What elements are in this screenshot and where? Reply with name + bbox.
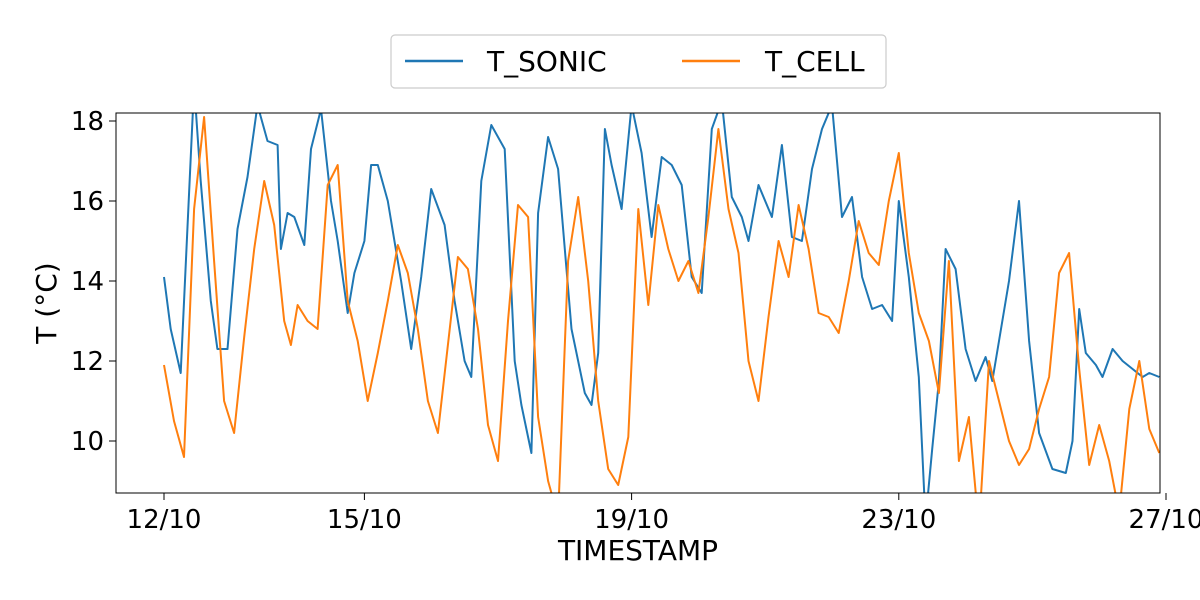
y-tick-label: 16: [71, 187, 104, 217]
x-tick-label: 12/10: [127, 505, 202, 535]
y-tick-label: 14: [71, 267, 104, 297]
x-axis: 12/10 15/10 19/10 23/10 27/10: [127, 493, 1200, 535]
x-tick-label: 19/10: [594, 505, 669, 535]
y-tick-label: 18: [71, 107, 104, 137]
y-axis: 10 12 14 16 18: [71, 107, 116, 457]
y-tick-label: 10: [71, 427, 104, 457]
series-line-t-sonic: [163, 113, 1160, 493]
series-line-t-cell: [163, 116, 1160, 493]
x-tick-label: 27/10: [1129, 505, 1200, 535]
legend-label-t-sonic: T_SONIC: [486, 45, 607, 78]
series-layer: [163, 113, 1160, 493]
x-tick-label: 15/10: [327, 505, 402, 535]
legend-frame: [390, 34, 887, 89]
legend-label-t-cell: T_CELL: [764, 45, 865, 78]
y-tick-label: 12: [71, 347, 104, 377]
x-tick-label: 23/10: [861, 505, 936, 535]
legend: T_SONIC T_CELL: [390, 34, 887, 89]
y-axis-title: T (°C): [30, 262, 63, 344]
plot-frame: [115, 112, 1161, 494]
x-axis-title: TIMESTAMP: [557, 534, 718, 567]
